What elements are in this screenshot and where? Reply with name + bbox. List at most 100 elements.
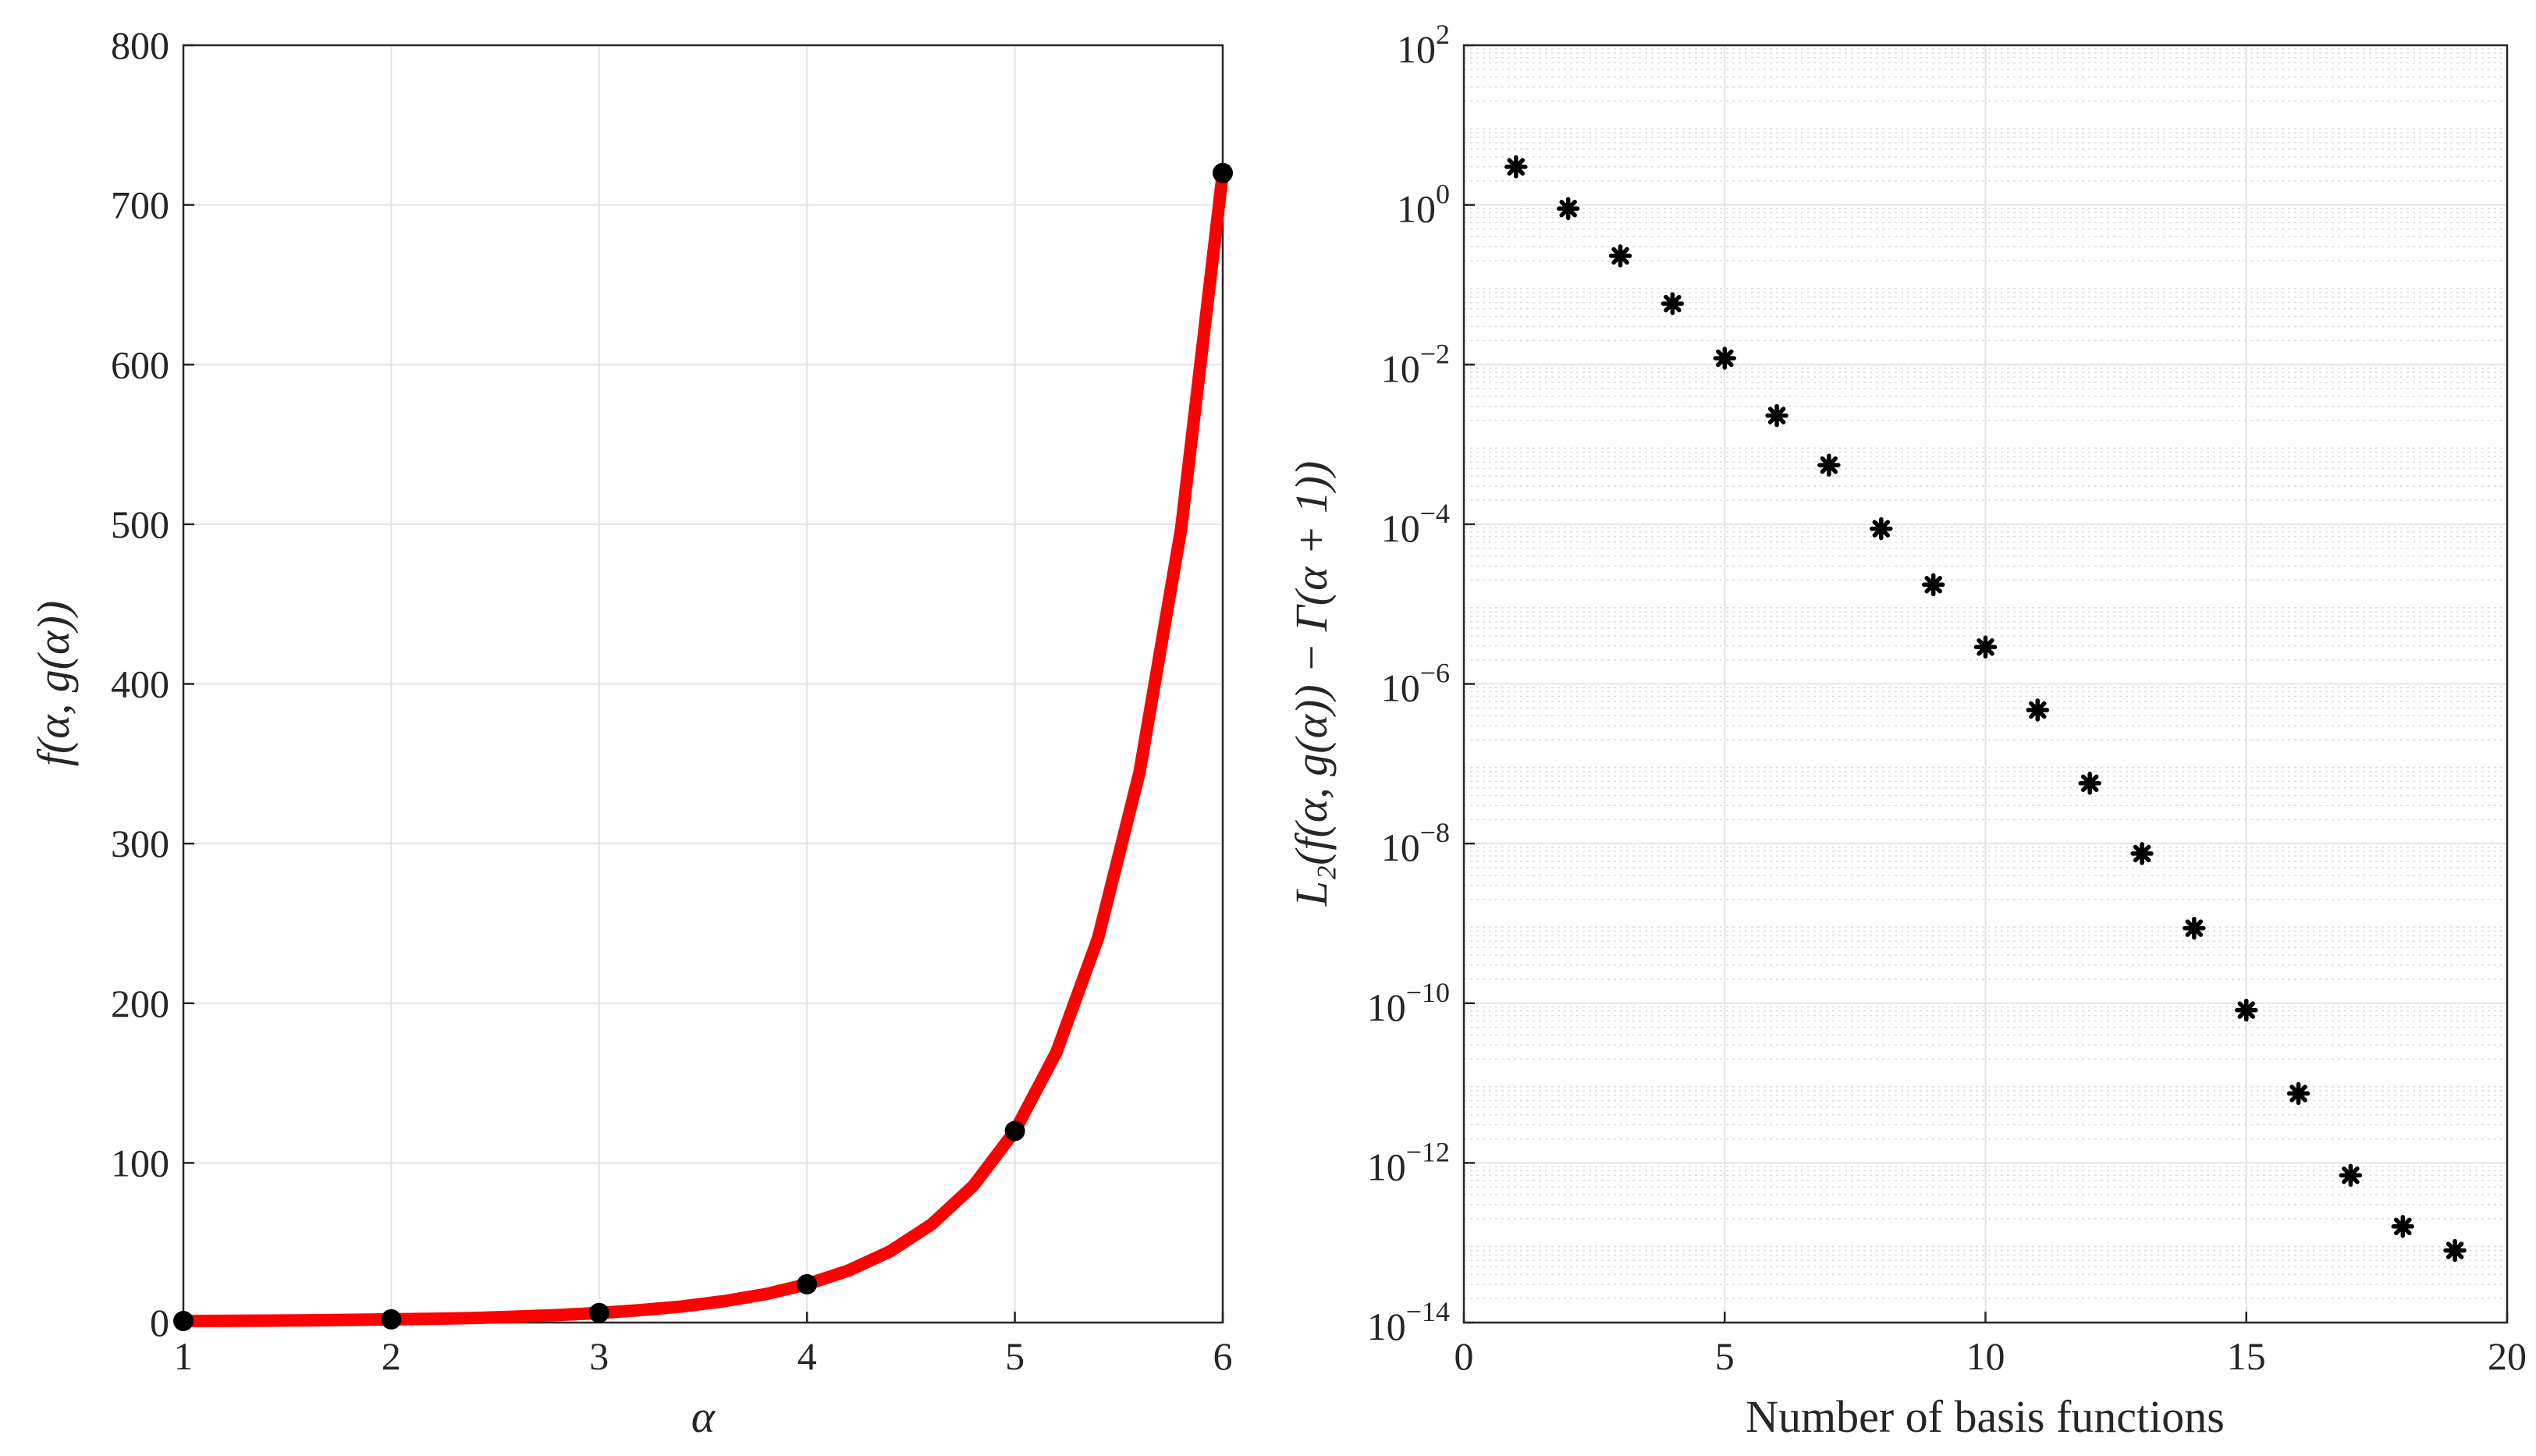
left-y-tick-label: 600 — [111, 343, 169, 386]
right-x-tick-label: 5 — [1715, 1334, 1735, 1378]
right-data-point — [2235, 998, 2258, 1022]
left-curve-line — [177, 166, 1229, 1327]
asterisk-stroke — [2289, 1085, 2307, 1103]
right-y-tick-exponent: −8 — [1420, 817, 1450, 848]
right-y-tick-base: 10 — [1367, 985, 1406, 1029]
right-y-tick-base: 10 — [1397, 187, 1436, 231]
right-y-tick-base: 10 — [1381, 826, 1420, 869]
asterisk-stroke — [2394, 1217, 2412, 1236]
left-y-ticks: 0 100 200 300 400 500 600 700 800 — [111, 23, 194, 1344]
right-data-point — [1817, 453, 1841, 477]
asterisk-stroke — [2133, 844, 2151, 863]
right-data-point — [2339, 1163, 2363, 1187]
left-y-tick-label: 500 — [111, 502, 169, 546]
left-y-axis-title: f(α, g(α)) — [28, 601, 79, 766]
right-y-tick-base: 10 — [1381, 666, 1420, 710]
right-y-tick-exponent: −10 — [1406, 977, 1450, 1008]
right-x-tick-label: 0 — [1454, 1334, 1474, 1378]
right-x-axis-title: Number of basis functions — [1746, 1391, 2225, 1442]
right-data-point — [2026, 698, 2050, 722]
right-y-tick-base: 10 — [1367, 1145, 1406, 1188]
asterisk-stroke — [2080, 774, 2099, 793]
left-data-point — [1213, 162, 1233, 183]
right-data-point — [2183, 916, 2206, 940]
right-y-axis-title: L₂(f(α, g(α)) − Γ(α + 1)) — [1286, 461, 1337, 907]
right-data-point — [2130, 842, 2154, 865]
asterisk-stroke — [2445, 1241, 2464, 1259]
left-data-point — [173, 1310, 194, 1331]
asterisk-stroke — [1820, 456, 1838, 474]
left-y-tick-label: 700 — [111, 183, 169, 227]
asterisk-stroke — [1716, 349, 1734, 368]
right-data-point — [1660, 292, 1685, 315]
right-data-point — [1765, 403, 1788, 428]
right-x-tick-label: 20 — [2488, 1334, 2527, 1378]
left-x-axis-title: α — [691, 1391, 716, 1442]
right-y-tick-label: 10−8 — [1381, 817, 1450, 869]
right-data-point — [1608, 244, 1632, 268]
right-data-point — [2443, 1238, 2467, 1262]
left-y-tick-label: 400 — [111, 662, 169, 706]
asterisk-stroke — [1611, 247, 1629, 265]
left-data-point — [381, 1309, 402, 1330]
right-series — [1504, 155, 2467, 1262]
left-y-tick-label: 100 — [111, 1141, 169, 1184]
left-x-tick-label: 3 — [589, 1334, 609, 1378]
asterisk-stroke — [1559, 200, 1577, 218]
right-data-point — [1921, 573, 1945, 597]
left-x-tick-label: 5 — [1005, 1334, 1025, 1378]
right-x-tick-label: 15 — [2227, 1334, 2266, 1378]
right-y-tick-exponent: −14 — [1406, 1296, 1450, 1327]
asterisk-stroke — [1872, 520, 1891, 538]
asterisk-stroke — [1767, 407, 1786, 424]
right-y-tick-exponent: −2 — [1420, 338, 1450, 369]
left-series — [173, 162, 1233, 1331]
right-data-point — [2391, 1215, 2415, 1238]
right-y-tick-exponent: −12 — [1406, 1136, 1450, 1167]
right-data-point — [1713, 346, 1737, 370]
left-y-tick-label: 0 — [150, 1301, 169, 1344]
left-data-point — [797, 1273, 818, 1294]
asterisk-stroke — [1507, 158, 1526, 176]
right-data-point — [1556, 197, 1580, 221]
right-y-tick-label: 102 — [1397, 19, 1450, 71]
right-y-tick-label: 10−14 — [1367, 1296, 1450, 1348]
right-y-tick-label: 10−6 — [1381, 658, 1450, 710]
right-data-point — [2286, 1081, 2310, 1106]
left-y-tick-label: 800 — [111, 23, 169, 67]
left-x-tick-label: 1 — [174, 1334, 194, 1378]
right-data-point — [1870, 517, 1893, 541]
right-y-tick-label: 10−2 — [1381, 338, 1450, 390]
right-data-point — [2078, 772, 2101, 795]
left-y-tick-label: 300 — [111, 822, 169, 865]
right-x-tick-label: 10 — [1966, 1334, 2005, 1378]
left-y-tick-label: 200 — [111, 982, 169, 1025]
left-x-tick-label: 4 — [797, 1334, 817, 1378]
right-y-tick-label: 10−10 — [1367, 977, 1450, 1029]
asterisk-stroke — [1977, 637, 1994, 656]
asterisk-stroke — [2185, 919, 2204, 937]
right-y-tick-base: 10 — [1381, 346, 1420, 390]
right-y-tick-base: 10 — [1397, 27, 1436, 71]
right-y-tick-label: 10−4 — [1381, 498, 1450, 550]
right-y-tick-exponent: −4 — [1420, 498, 1450, 529]
left-data-point — [588, 1302, 609, 1323]
asterisk-stroke — [2342, 1166, 2360, 1184]
right-data-point — [1973, 635, 1998, 659]
right-y-tick-label: 10−12 — [1367, 1136, 1450, 1188]
asterisk-stroke — [2029, 701, 2047, 719]
right-y-tick-label: 100 — [1397, 179, 1450, 231]
right-x-ticks: 0 5 10 15 20 — [1454, 1312, 2527, 1378]
right-y-tick-exponent: 2 — [1436, 19, 1450, 50]
left-x-ticks: 1 2 3 4 5 6 — [174, 1312, 1233, 1378]
left-x-tick-label: 6 — [1213, 1334, 1233, 1378]
right-y-tick-exponent: 0 — [1436, 179, 1450, 210]
asterisk-stroke — [1664, 294, 1682, 313]
left-data-point — [1004, 1120, 1025, 1142]
right-y-tick-base: 10 — [1367, 1305, 1406, 1348]
asterisk-stroke — [1924, 576, 1942, 594]
right-data-point — [1504, 155, 1528, 179]
asterisk-stroke — [2237, 1001, 2256, 1019]
